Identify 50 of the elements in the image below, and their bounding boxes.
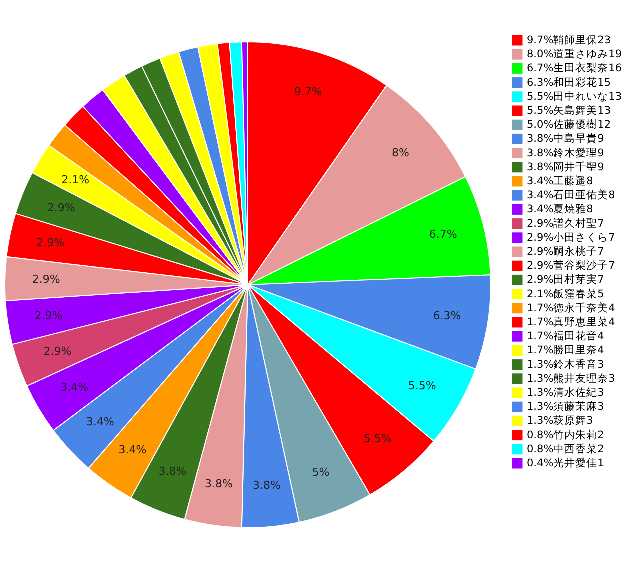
data-label: 2.9% xyxy=(47,202,76,215)
legend-label: 2.9%譜久村聖7 xyxy=(527,216,604,230)
legend-label: 2.9%小田さくら7 xyxy=(527,230,616,244)
legend-label: 1.7%真野恵里菜4 xyxy=(527,316,616,328)
data-label: 3.8% xyxy=(158,465,187,478)
data-label: 2.1% xyxy=(62,173,90,186)
legend-label: 6.3%和田彩花15 xyxy=(527,76,612,89)
legend-label: 5.5%田中れいな13 xyxy=(527,90,622,103)
data-label: 3.4% xyxy=(118,444,147,457)
legend-label: 3.4%夏焼雅8 xyxy=(527,204,594,216)
legend-label: 3.8%鈴木愛理9 xyxy=(527,146,604,160)
data-label: 2.9% xyxy=(36,236,65,250)
data-label: 3.8% xyxy=(205,478,233,491)
legend-label: 2.1%飯窪春菜5 xyxy=(527,287,604,300)
legend-label: 2.9%嗣永桃子7 xyxy=(527,245,604,258)
legend-label: 1.7%徳永千奈美4 xyxy=(527,301,616,314)
legend-label: 3.8%中島早貴9 xyxy=(527,132,604,146)
legend-label: 1.3%萩原舞3 xyxy=(527,414,594,428)
data-label: 5.5% xyxy=(408,379,436,392)
legend-label: 9.7%鞘師里保23 xyxy=(527,34,612,46)
legend-label: 1.3%鈴木香音3 xyxy=(527,358,604,371)
legend-label: 3.8%岡井千聖9 xyxy=(527,160,604,174)
data-label: 5.5% xyxy=(364,432,392,446)
data-label: 5% xyxy=(312,466,330,480)
legend-label: 1.7%勝田里奈4 xyxy=(527,344,605,357)
legend-label: 0.8%中西香菜2 xyxy=(527,442,604,456)
data-label: 2.9% xyxy=(34,309,63,322)
legend-label: 5.5%矢島舞美13 xyxy=(527,104,612,117)
data-label: 3.4% xyxy=(60,381,89,394)
legend-label: 6.7%生田衣梨奈16 xyxy=(527,62,622,75)
legend-label: 0.4%光井愛佳1 xyxy=(527,456,604,470)
legend-label: 2.9%田村芽実7 xyxy=(527,273,604,286)
data-label: 3.8% xyxy=(252,478,281,492)
legend-label: 1.3%須藤茉麻3 xyxy=(527,400,604,414)
legend-label: 3.4%工藤遥8 xyxy=(527,174,594,188)
data-label: 3.4% xyxy=(86,415,114,428)
data-label: 6.3% xyxy=(433,309,462,322)
legend-label: 5.0%佐藤優樹12 xyxy=(527,118,612,132)
legend-label: 1.3%清水佐紀3 xyxy=(527,386,604,399)
legend-label: 1.3%熊井友理奈3 xyxy=(527,372,616,385)
data-label: 2.9% xyxy=(44,345,72,358)
data-label: 9.7% xyxy=(294,86,322,99)
data-label: 2.9% xyxy=(32,272,60,286)
legend-label: 3.4%石田亜佑美8 xyxy=(527,188,616,202)
data-label: 6.7% xyxy=(429,228,458,241)
legend-label: 0.8%竹内朱莉2 xyxy=(527,428,604,442)
legend-label: 2.9%菅谷梨沙子7 xyxy=(527,259,616,272)
legend-label: 8.0%道重さゆみ19 xyxy=(527,48,622,61)
legend-label: 1.7%福田花音4 xyxy=(527,330,605,343)
data-label: 8% xyxy=(392,146,410,160)
